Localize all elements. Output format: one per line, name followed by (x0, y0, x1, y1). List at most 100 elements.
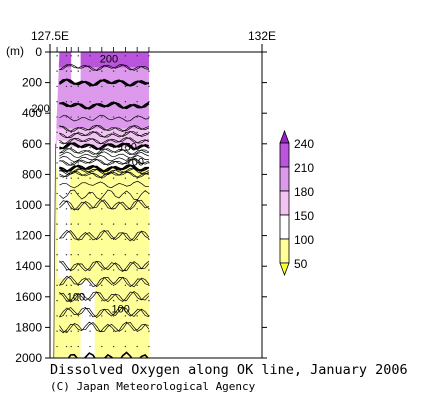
section-band (50, 117, 149, 120)
contour-line (58, 78, 150, 87)
sample-point (70, 131, 72, 134)
section-band (50, 186, 149, 189)
sample-point (136, 192, 138, 195)
section-band (50, 344, 149, 347)
section-band (50, 336, 149, 339)
section-band (50, 122, 149, 125)
section-band (50, 73, 149, 76)
sample-point (136, 70, 138, 72)
section-band (50, 309, 149, 312)
sample-point (77, 146, 79, 149)
section-band (50, 276, 149, 280)
sample-point (124, 345, 127, 348)
sample-point (124, 254, 127, 256)
sample-point (65, 131, 68, 134)
chart-title: Dissolved Oxygen along OK line, January … (50, 362, 408, 378)
section-band (50, 223, 149, 226)
section-band (50, 194, 149, 197)
section-band (50, 70, 149, 73)
section-band (50, 220, 149, 223)
section-band (50, 226, 149, 229)
sample-point (101, 131, 103, 134)
sample-point (112, 330, 115, 332)
section-band (50, 227, 149, 231)
y-tick-label: 1400 (15, 259, 42, 273)
y-tick-label: 1600 (15, 290, 42, 304)
section-band (50, 252, 149, 255)
contour-line (59, 180, 149, 189)
section-band (50, 91, 149, 94)
sample-point (77, 284, 79, 287)
section-band (50, 205, 149, 208)
sample-point (101, 330, 103, 332)
sample-point (56, 55, 58, 57)
section-band (50, 67, 149, 70)
section-band (50, 289, 149, 292)
gap-top (71, 52, 81, 83)
sample-point (77, 192, 79, 195)
sample-point (148, 146, 150, 149)
sample-point (124, 269, 127, 271)
sample-point (77, 345, 79, 348)
section-band (50, 209, 149, 212)
colorbar-segment (279, 166, 290, 192)
section-band (50, 113, 149, 116)
sample-point (89, 162, 91, 164)
sample-point (148, 70, 150, 72)
section-band (50, 82, 149, 85)
sample-point (112, 315, 115, 317)
sample-point (56, 85, 58, 88)
section-band (50, 85, 149, 88)
sample-point (70, 315, 72, 317)
section-band (50, 183, 149, 186)
sample-point (56, 146, 58, 149)
section-band (50, 198, 149, 202)
sample-point (70, 101, 72, 103)
section-band (50, 249, 149, 252)
sample-point (101, 162, 103, 164)
sample-point (65, 238, 68, 241)
sample-point (89, 284, 91, 287)
colorbar-label: 150 (294, 209, 314, 223)
section-band (50, 76, 149, 79)
section-band (50, 261, 149, 264)
contour-line (59, 158, 150, 166)
section-band (50, 62, 149, 65)
section-band (50, 313, 149, 316)
sample-point (65, 146, 68, 149)
seafloor-line (53, 143, 57, 358)
section-band (50, 211, 149, 214)
section-band (50, 247, 149, 250)
sample-point (148, 162, 150, 164)
sample-point (56, 238, 58, 241)
sample-point (112, 345, 115, 348)
section-band (50, 312, 149, 315)
sample-point (89, 223, 91, 225)
sample-point (101, 269, 103, 271)
sample-point (124, 101, 127, 103)
sample-point (89, 70, 91, 72)
section-band (50, 65, 149, 68)
section-band (50, 97, 149, 101)
sample-point (112, 254, 115, 256)
section-band (50, 139, 149, 142)
colorbar-label: 50 (294, 257, 308, 271)
section-band (50, 281, 149, 284)
sample-point (136, 208, 138, 210)
section-band (50, 246, 149, 249)
contour-line (59, 64, 149, 71)
section-band (50, 253, 149, 257)
sample-point (101, 55, 103, 57)
contour-line (59, 155, 149, 163)
section-band (50, 241, 149, 244)
section-band (50, 260, 149, 263)
contour-label: 100 (67, 291, 85, 303)
contour-label: 200 (100, 53, 118, 65)
sample-point (77, 269, 79, 271)
sample-point (112, 223, 115, 225)
sample-point (136, 162, 138, 164)
sample-points (56, 55, 150, 348)
contour-line (59, 63, 150, 71)
section-band (50, 192, 149, 195)
section-band (50, 275, 149, 278)
